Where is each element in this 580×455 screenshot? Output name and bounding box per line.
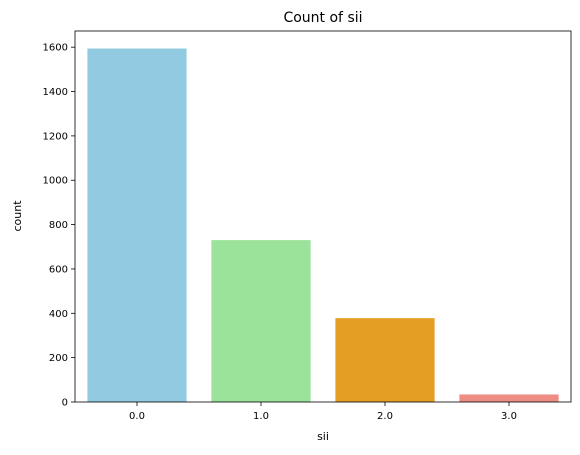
bar-3.0 <box>459 394 559 402</box>
x-tick-label: 3.0 <box>501 411 517 422</box>
y-tick-label: 200 <box>49 353 68 364</box>
bar-1.0 <box>211 240 311 402</box>
y-tick-label: 1000 <box>43 176 68 187</box>
y-tick-label: 1400 <box>43 87 68 98</box>
x-axis: 0.0 1.0 2.0 3.0 <box>129 402 517 422</box>
x-tick-label: 0.0 <box>129 411 145 422</box>
bars-group <box>87 48 559 402</box>
y-tick-label: 0 <box>62 398 68 409</box>
y-tick-label: 1200 <box>43 131 68 142</box>
y-tick-label: 400 <box>49 309 68 320</box>
bar-2.0 <box>335 318 435 402</box>
y-axis: 0 200 400 600 800 1000 1200 1400 1600 <box>43 43 75 409</box>
y-axis-label: count <box>11 200 24 232</box>
y-tick-label: 600 <box>49 264 68 275</box>
x-tick-label: 2.0 <box>377 411 393 422</box>
chart-title: Count of sii <box>283 10 362 26</box>
x-axis-label: sii <box>317 430 329 443</box>
y-tick-label: 1600 <box>43 43 68 54</box>
plot-frame <box>74 30 572 403</box>
y-tick-label: 800 <box>49 220 68 231</box>
bar-0.0 <box>87 48 187 402</box>
x-tick-label: 1.0 <box>253 411 269 422</box>
